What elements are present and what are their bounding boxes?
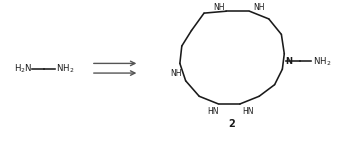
Text: NH: NH [213,3,224,12]
Text: 2: 2 [229,119,235,129]
Text: NH: NH [253,3,265,12]
Text: HN: HN [207,107,219,116]
Text: $\mathsf{NH_2}$: $\mathsf{NH_2}$ [313,55,332,68]
Text: HN: HN [242,107,253,116]
Text: $\mathsf{NH_2}$: $\mathsf{NH_2}$ [56,63,74,75]
Text: NH: NH [170,69,182,78]
Text: N: N [285,57,292,66]
Text: $\mathsf{H_2N}$: $\mathsf{H_2N}$ [14,63,32,75]
